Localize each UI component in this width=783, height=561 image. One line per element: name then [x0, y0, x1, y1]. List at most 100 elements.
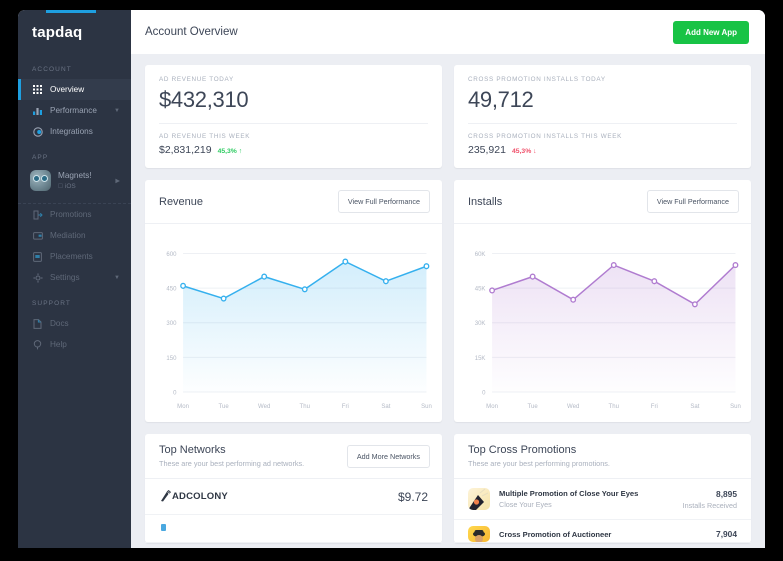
nav-section-support-label: SUPPORT	[32, 300, 72, 307]
main-area: Account Overview Add New App AD REVENUE …	[131, 10, 765, 548]
svg-text:30K: 30K	[475, 320, 487, 327]
add-more-networks-button[interactable]: Add More Networks	[346, 444, 430, 468]
page-title: Account Overview	[145, 26, 238, 38]
arrow-up-icon: ↑	[238, 148, 243, 155]
svg-text:Mon: Mon	[486, 403, 498, 410]
kpi-card-revenue: AD REVENUE TODAY $432,310 AD REVENUE THI…	[145, 65, 442, 168]
sidebar-item-label: Mediation	[50, 231, 86, 240]
svg-text:150: 150	[166, 355, 177, 362]
chart-card-installs: Installs View Full Performance 0 15K 30K 45…	[454, 180, 751, 422]
view-full-performance-button[interactable]: View Full Performance	[337, 190, 430, 213]
kpi-today-value: $432,310	[159, 87, 249, 112]
status-badge: 45,3% ↓	[511, 148, 537, 155]
svg-text:Tue: Tue	[219, 403, 230, 410]
svg-text:Sat: Sat	[690, 403, 699, 410]
chart-row: Revenue View Full Performance 0 150 300 450…	[145, 180, 751, 422]
kpi-card-installs: CROSS PROMOTION INSTALLS TODAY 49,712 CR…	[454, 65, 751, 168]
help-icon	[32, 339, 43, 350]
sidebar-item-promotions[interactable]: Promotions	[18, 204, 131, 225]
kpi-week-label: CROSS PROMOTION INSTALLS THIS WEEK	[468, 133, 623, 140]
svg-text:Wed: Wed	[258, 403, 271, 410]
svg-text:600: 600	[166, 251, 177, 258]
kpi-today-label: CROSS PROMOTION INSTALLS TODAY	[468, 76, 606, 83]
promotion-thumbnail	[468, 526, 490, 542]
kpi-week-label: AD REVENUE THIS WEEK	[159, 133, 251, 140]
sidebar-accent-bar	[46, 10, 96, 13]
list-item[interactable]: Cross Promotion of Auctioneer 7,904	[454, 520, 751, 543]
svg-text:Mon: Mon	[177, 403, 189, 410]
sidebar-item-integrations[interactable]: Integrations	[18, 121, 131, 142]
sidebar-item-docs[interactable]: Docs	[18, 313, 131, 334]
sidebar: tapdaq ACCOUNT Overview Performance	[18, 10, 131, 548]
bar-chart-icon	[32, 105, 43, 116]
sidebar-item-label: Promotions	[50, 210, 92, 219]
apple-icon: 	[58, 183, 63, 190]
kpi-week-value: $2,831,219	[159, 144, 212, 156]
divider	[18, 203, 131, 204]
sidebar-app-selector[interactable]: Magnets!  iOS ▶	[18, 167, 131, 194]
brand-logo[interactable]: tapdaq	[32, 23, 83, 41]
table-row[interactable]	[145, 515, 442, 543]
chart-revenue: 0 150 300 450 600 Mon Tue Wed Thu Fri Sat Sun	[145, 224, 442, 422]
svg-text:0: 0	[482, 389, 486, 396]
add-new-app-button[interactable]: Add New App	[673, 20, 749, 44]
divider	[159, 123, 428, 124]
adcolony-logo-icon	[159, 490, 172, 503]
app-window: tapdaq ACCOUNT Overview Performance	[18, 10, 765, 548]
promotion-count-label: Installs Received	[682, 500, 737, 510]
card-subtitle: These are your best performing ad networ…	[159, 459, 305, 468]
chevron-down-icon[interactable]: ▼	[114, 107, 120, 114]
sidebar-item-help[interactable]: Help	[18, 334, 131, 355]
kpi-row: AD REVENUE TODAY $432,310 AD REVENUE THI…	[145, 65, 751, 168]
app-name: Magnets!	[58, 171, 92, 181]
chevron-right-icon[interactable]: ▶	[115, 178, 120, 184]
view-full-performance-button[interactable]: View Full Performance	[646, 190, 739, 213]
promotion-subtitle: Close Your Eyes	[499, 500, 552, 509]
network-logo-icon	[159, 523, 168, 532]
sidebar-item-label: Settings	[50, 273, 80, 282]
grid-icon	[32, 84, 43, 95]
svg-text:300: 300	[166, 320, 177, 327]
plug-icon	[32, 126, 43, 137]
network-value	[425, 521, 428, 533]
svg-text:Thu: Thu	[300, 403, 311, 410]
network-name: ADCOLONY	[172, 491, 228, 502]
svg-text:15K: 15K	[475, 355, 487, 362]
sidebar-item-label: Help	[50, 340, 67, 349]
sidebar-item-mediation[interactable]: Mediation	[18, 225, 131, 246]
promotions-icon	[32, 209, 43, 220]
nav-section-account-label: ACCOUNT	[32, 66, 72, 73]
status-badge: 45,3% ↑	[217, 148, 243, 155]
top-networks-card: Top Networks These are your best perform…	[145, 434, 442, 543]
sidebar-item-placements[interactable]: Placements	[18, 246, 131, 267]
svg-text:Tue: Tue	[528, 403, 539, 410]
card-title: Top Cross Promotions	[468, 444, 577, 456]
svg-text:Sat: Sat	[381, 403, 390, 410]
top-promotions-card: Top Cross Promotions These are your best…	[454, 434, 751, 543]
promotion-thumbnail	[468, 488, 490, 510]
bottom-row: Top Networks These are your best perform…	[145, 434, 751, 543]
sidebar-item-label: Docs	[50, 319, 69, 328]
promotion-title: Cross Promotion of Auctioneer	[499, 529, 612, 539]
promotion-title: Multiple Promotion of Close Your Eyes	[499, 489, 639, 498]
app-platform:  iOS	[58, 182, 76, 190]
network-value: $9.72	[397, 489, 428, 504]
document-icon	[32, 318, 43, 329]
nav-section-app-label: APP	[32, 154, 49, 161]
svg-text:Wed: Wed	[567, 403, 580, 410]
sidebar-item-settings[interactable]: Settings ▼	[18, 267, 131, 288]
sidebar-item-performance[interactable]: Performance ▼	[18, 100, 131, 121]
promotion-count: 7,904	[716, 529, 737, 539]
sidebar-item-label: Overview	[50, 85, 85, 94]
sidebar-item-overview[interactable]: Overview	[18, 79, 131, 100]
svg-text:450: 450	[166, 285, 177, 292]
chart-installs: 0 15K 30K 45K 60K Mon Tue Wed Thu Fri Sat Sun	[454, 224, 751, 422]
arrow-down-icon: ↓	[533, 148, 537, 155]
svg-text:60K: 60K	[475, 251, 487, 258]
table-row[interactable]: ADCOLONY $9.72	[145, 479, 442, 515]
chevron-down-icon[interactable]: ▼	[114, 274, 120, 281]
kpi-week-value: 235,921	[468, 144, 506, 156]
list-item[interactable]: Multiple Promotion of Close Your Eyes Cl…	[454, 479, 751, 520]
placements-icon	[32, 251, 43, 262]
svg-text:Thu: Thu	[609, 403, 620, 410]
